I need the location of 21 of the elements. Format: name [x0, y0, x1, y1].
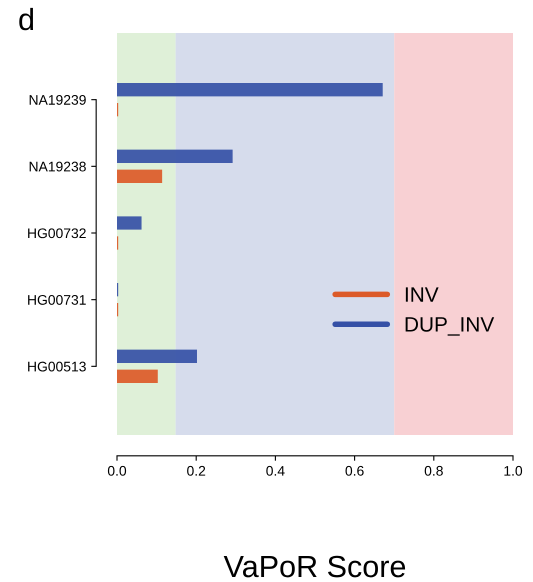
bar: [117, 83, 383, 96]
bar: [117, 150, 233, 163]
legend-label: DUP_INV: [406, 317, 494, 336]
x-tick-label: 0.2: [187, 466, 206, 476]
bar: [117, 350, 197, 363]
bar: [117, 170, 162, 183]
y-tick-label: NA19238: [30, 162, 86, 172]
x-axis-title: VaPoR Score: [224, 556, 406, 578]
x-tick-label: 0.8: [424, 466, 443, 476]
x-tick-label: 0.0: [108, 466, 126, 476]
y-tick-label: HG00513: [28, 362, 86, 372]
legend-label: INV: [406, 287, 439, 302]
x-tick-label: 0.6: [345, 466, 364, 476]
bar: [117, 370, 158, 383]
text: d: [19, 8, 34, 30]
y-tick-label: HG00732: [28, 228, 86, 238]
x-tick-label: 1.0: [504, 466, 522, 476]
y-tick-label: NA19239: [30, 95, 86, 105]
bar: [117, 216, 142, 230]
x-tick-label: 0.4: [266, 466, 285, 476]
y-tick-label: HG00731: [28, 295, 86, 305]
